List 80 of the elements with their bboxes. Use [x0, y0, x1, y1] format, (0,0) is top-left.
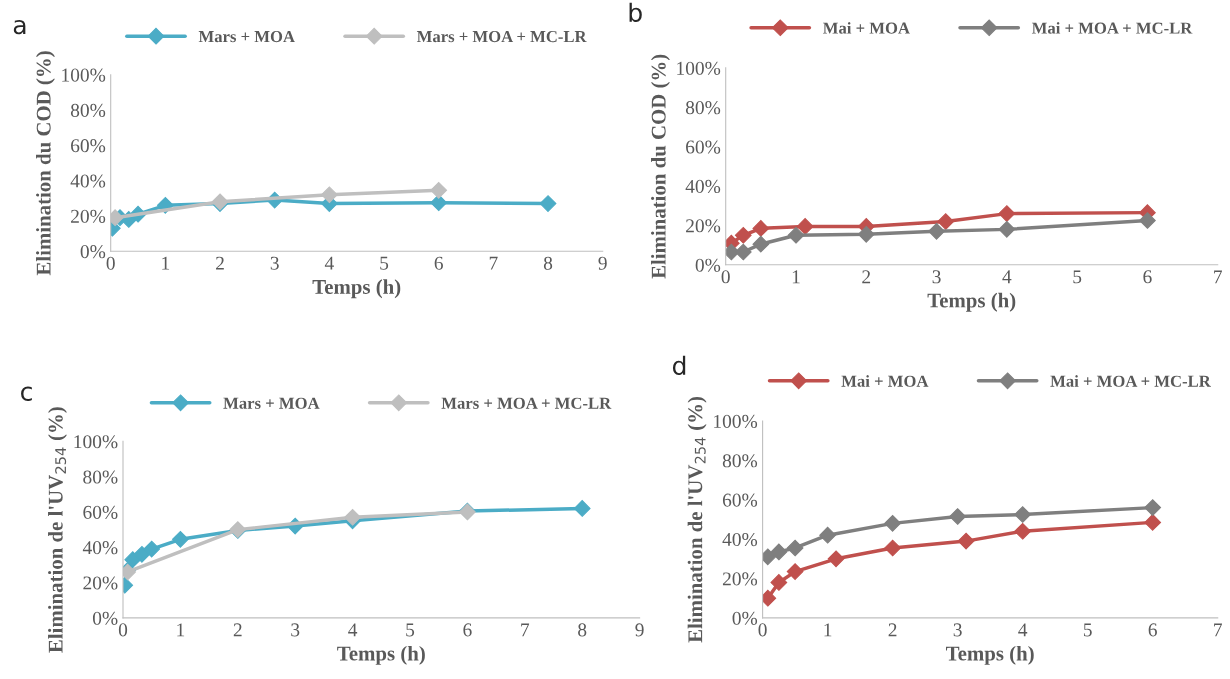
x-tick-label: 6: [463, 623, 472, 637]
y-axis-title: Elimination du COD (%): [36, 51, 55, 276]
y-tick-label: 0%: [695, 258, 721, 272]
y-tick-label: 60%: [722, 493, 758, 507]
x-tick-label: 6: [1148, 623, 1157, 637]
y-tick-label: 0%: [80, 245, 106, 259]
legend-label: Mai + MOA: [841, 375, 929, 387]
x-tick-label: 3: [932, 270, 941, 284]
y-tick-label: 100%: [74, 435, 118, 449]
legend-label: Mai + MOA: [823, 22, 910, 34]
x-tick-label: 0: [721, 270, 730, 284]
x-tick-label: 4: [1018, 623, 1028, 637]
y-tick-label: 60%: [71, 139, 106, 153]
y-tick-label: 40%: [685, 179, 721, 194]
x-tick-label: 4: [1002, 270, 1012, 284]
y-axis-title: Elimination du COD (%): [651, 54, 670, 279]
x-tick-label: 9: [598, 256, 607, 270]
y-axis-title: Elimination de l'UV$_{254}$ (%): [687, 397, 707, 643]
y-tick-label: 40%: [82, 541, 118, 555]
x-axis-title: Temps (h): [312, 279, 401, 299]
y-axis-title: Elimination de l'UV$_{254}$ (%): [48, 407, 67, 653]
y-tick-label: 20%: [722, 572, 758, 586]
legend-label: Mars + MOA + MC-LR: [416, 30, 587, 43]
x-tick-label: 0: [118, 623, 128, 637]
x-tick-label: 0: [106, 256, 115, 270]
x-tick-label: 8: [578, 623, 587, 637]
x-tick-label: 5: [380, 256, 389, 270]
y-tick-label: 20%: [71, 209, 106, 223]
x-tick-label: 4: [348, 623, 358, 637]
y-tick-label: 80%: [83, 470, 118, 484]
x-axis-title: Temps (h): [946, 645, 1034, 665]
x-tick-label: 4: [324, 256, 334, 270]
x-tick-label: 3: [270, 256, 279, 270]
y-tick-label: 80%: [722, 454, 758, 468]
x-tick-label: 3: [291, 623, 300, 637]
x-tick-label: 3: [953, 623, 962, 637]
y-tick-label: 60%: [686, 140, 721, 154]
y-tick-label: 20%: [686, 219, 721, 233]
y-tick-label: 100%: [714, 414, 758, 428]
x-tick-label: 2: [216, 256, 224, 270]
legend-label: Mars + MOA: [198, 30, 295, 43]
x-tick-label: 2: [888, 623, 897, 637]
x-tick-label: 6: [434, 256, 443, 270]
x-tick-label: 2: [862, 270, 871, 284]
x-tick-label: 8: [543, 256, 553, 270]
y-tick-label: 100%: [677, 61, 721, 75]
y-tick-label: 0%: [92, 611, 118, 625]
x-tick-label: 2: [233, 623, 242, 637]
x-tick-label: 1: [177, 623, 185, 637]
x-axis-title: Temps (h): [927, 292, 1016, 312]
x-tick-label: 1: [824, 623, 832, 637]
y-tick-label: 80%: [685, 101, 721, 115]
x-tick-label: 0: [758, 623, 767, 637]
x-tick-label: 7: [521, 623, 530, 637]
y-tick-label: 20%: [83, 576, 118, 590]
legend-label: Mai + MOA + MC-LR: [1031, 22, 1193, 34]
y-tick-label: 100%: [62, 68, 106, 82]
x-tick-label: 5: [1083, 623, 1092, 637]
y-tick-label: 40%: [722, 532, 758, 547]
text: b: [629, 2, 642, 22]
y-tick-label: 60%: [83, 505, 118, 519]
y-tick-label: 0%: [732, 611, 758, 625]
x-tick-label: 7: [1214, 623, 1222, 637]
x-tick-label: 7: [1214, 270, 1222, 284]
legend-label: Mai + MOA + MC-LR: [1050, 375, 1211, 387]
x-axis-title: Temps (h): [337, 645, 425, 665]
x-tick-label: 7: [489, 256, 498, 270]
text: c: [21, 386, 32, 401]
x-tick-label: 9: [635, 623, 644, 637]
x-tick-label: 5: [1073, 270, 1082, 284]
x-tick-label: 6: [1143, 270, 1152, 284]
text: d: [672, 355, 686, 376]
y-tick-label: 80%: [70, 103, 106, 117]
y-tick-label: 40%: [70, 174, 106, 188]
legend-label: Mars + MOA + MC-LR: [441, 397, 612, 409]
x-tick-label: 1: [162, 256, 170, 270]
x-tick-label: 5: [406, 623, 415, 637]
x-tick-label: 1: [792, 270, 800, 284]
text: a: [13, 19, 26, 35]
legend-label: Mars + MOA: [223, 397, 320, 409]
